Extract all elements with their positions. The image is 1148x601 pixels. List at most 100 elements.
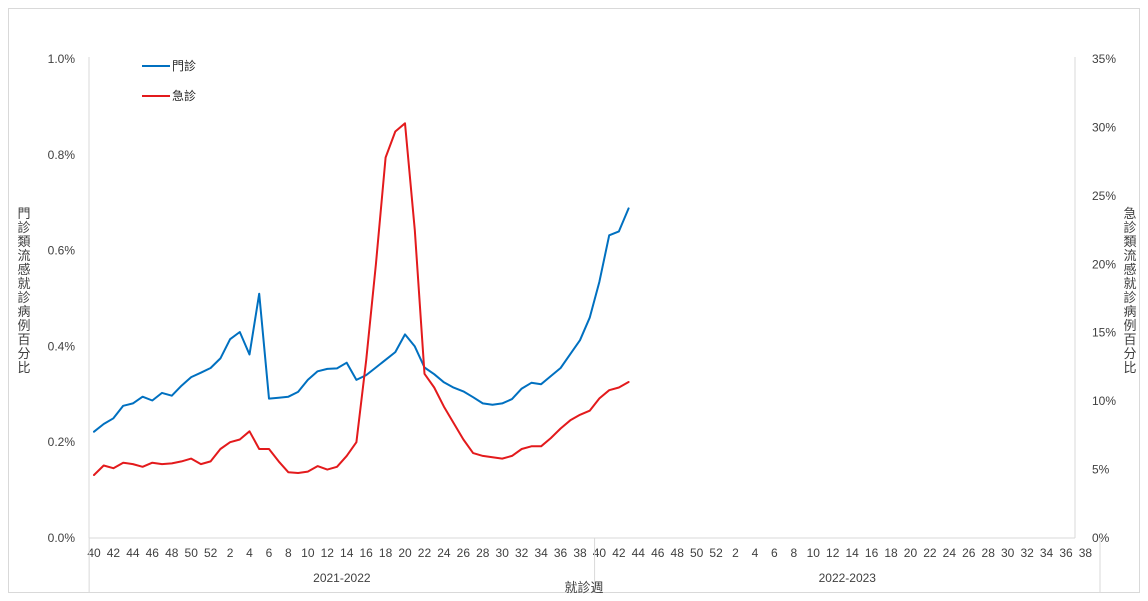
- x-tick-label: 2: [227, 546, 234, 560]
- y-right-tick-label: 0%: [1092, 531, 1110, 545]
- axis-title-char: 分: [1123, 347, 1136, 362]
- x-axis-title: 就診週: [564, 580, 603, 596]
- x-tick-label: 6: [266, 546, 273, 560]
- legend-label: 門診: [172, 58, 196, 73]
- series-layer: [93, 122, 630, 476]
- x-tick-label: 24: [437, 546, 451, 560]
- axis-title-char: 分: [17, 347, 30, 362]
- x-tick-label: 40: [593, 546, 607, 560]
- x-tick-label: 40: [87, 546, 101, 560]
- season-label: 2021-2022: [313, 571, 371, 585]
- x-tick-label: 24: [943, 546, 957, 560]
- series-line-outpatient: [93, 207, 630, 433]
- x-tick-label: 44: [126, 546, 140, 560]
- x-tick-label: 12: [826, 546, 840, 560]
- y-left-tick-label: 0.2%: [48, 435, 76, 449]
- x-tick-label: 6: [771, 546, 778, 560]
- y-right-tick-label: 10%: [1092, 394, 1116, 408]
- axis-title-char: 類: [17, 235, 30, 250]
- x-tick-label: 2: [732, 546, 739, 560]
- x-tick-label: 46: [146, 546, 160, 560]
- x-tick-label: 8: [285, 546, 292, 560]
- axis-title-char: 類: [1123, 235, 1136, 250]
- axis-title-char: 就: [17, 277, 30, 292]
- axis-title-char: 例: [1123, 319, 1136, 334]
- x-tick-label: 10: [807, 546, 821, 560]
- x-tick-label: 36: [554, 546, 568, 560]
- x-tick-label: 48: [671, 546, 685, 560]
- axis-title-char: 流: [1123, 249, 1136, 264]
- axis-title-char: 例: [17, 319, 30, 334]
- x-tick-label: 16: [359, 546, 373, 560]
- x-tick-label: 4: [246, 546, 253, 560]
- axis-title-char: 病: [1123, 305, 1136, 320]
- x-tick-label: 26: [457, 546, 471, 560]
- y-right-tick-label: 20%: [1092, 257, 1116, 271]
- axis-title-char: 比: [17, 361, 30, 376]
- x-tick-label: 42: [107, 546, 121, 560]
- x-tick-label: 4: [752, 546, 759, 560]
- y-right-tick-label: 15%: [1092, 326, 1116, 340]
- x-tick-label: 46: [651, 546, 665, 560]
- x-tick-label: 50: [690, 546, 704, 560]
- x-tick-label: 10: [301, 546, 315, 560]
- x-tick-label: 16: [865, 546, 879, 560]
- axis-title-char: 診: [1123, 290, 1136, 306]
- x-tick-label: 20: [904, 546, 918, 560]
- x-tick-label: 42: [612, 546, 626, 560]
- axis-title-char: 流: [17, 249, 30, 264]
- axis-title-char: 比: [1123, 361, 1136, 376]
- x-tick-label: 14: [340, 546, 354, 560]
- x-tick-label: 34: [534, 546, 548, 560]
- series-line-emergency: [93, 122, 630, 476]
- x-tick-label: 30: [1001, 546, 1015, 560]
- x-tick-label: 44: [632, 546, 646, 560]
- y-left-tick-label: 0.0%: [48, 531, 76, 545]
- x-tick-label: 36: [1059, 546, 1073, 560]
- y-right-tick-label: 35%: [1092, 52, 1116, 66]
- x-tick-label: 22: [418, 546, 432, 560]
- chart-frame: [8, 8, 1140, 593]
- legend-label: 急診: [172, 88, 196, 103]
- axis-title-char: 感: [1123, 262, 1136, 278]
- x-tick-label: 12: [321, 546, 335, 560]
- x-tick-label: 32: [1020, 546, 1034, 560]
- x-tick-label: 38: [1079, 546, 1093, 560]
- axis-title-char: 百: [1123, 333, 1136, 348]
- y-left-tick-label: 0.6%: [48, 244, 76, 258]
- x-tick-label: 32: [515, 546, 529, 560]
- y-left-tick-label: 1.0%: [48, 52, 76, 66]
- y-right-tick-label: 5%: [1092, 463, 1110, 477]
- y-right-tick-label: 25%: [1092, 189, 1116, 203]
- axis-title-char: 診: [1123, 220, 1136, 236]
- x-tick-label: 52: [204, 546, 218, 560]
- x-tick-label: 50: [185, 546, 199, 560]
- x-tick-label: 8: [790, 546, 797, 560]
- axes: 0.0% 0.2% 0.4% 0.6% 0.8% 1.0% 0% 5% 10% 15% 20% 25%…: [48, 52, 1116, 592]
- x-tick-label: 18: [884, 546, 898, 560]
- x-tick-label: 38: [573, 546, 587, 560]
- x-tick-label: 28: [982, 546, 996, 560]
- season-label: 2022-2023: [819, 571, 877, 585]
- y-right-tick-label: 30%: [1092, 120, 1116, 134]
- x-tick-label: 26: [962, 546, 976, 560]
- axis-title-char: 診: [17, 220, 30, 236]
- axis-title-char: 感: [17, 262, 30, 278]
- x-tick-label: 14: [845, 546, 859, 560]
- axis-title-char: 診: [17, 290, 30, 306]
- x-tick-label: 30: [496, 546, 510, 560]
- x-tick-label: 22: [923, 546, 937, 560]
- x-tick-label: 34: [1040, 546, 1054, 560]
- x-tick-label: 52: [709, 546, 723, 560]
- axis-title-char: 急: [1123, 207, 1136, 222]
- x-tick-label: 28: [476, 546, 490, 560]
- y-left-tick-label: 0.4%: [48, 339, 76, 353]
- axis-title-char: 就: [1123, 277, 1136, 292]
- axis-title-char: 門: [17, 207, 30, 222]
- axis-title-char: 百: [17, 333, 30, 348]
- y-left-tick-label: 0.8%: [48, 148, 76, 162]
